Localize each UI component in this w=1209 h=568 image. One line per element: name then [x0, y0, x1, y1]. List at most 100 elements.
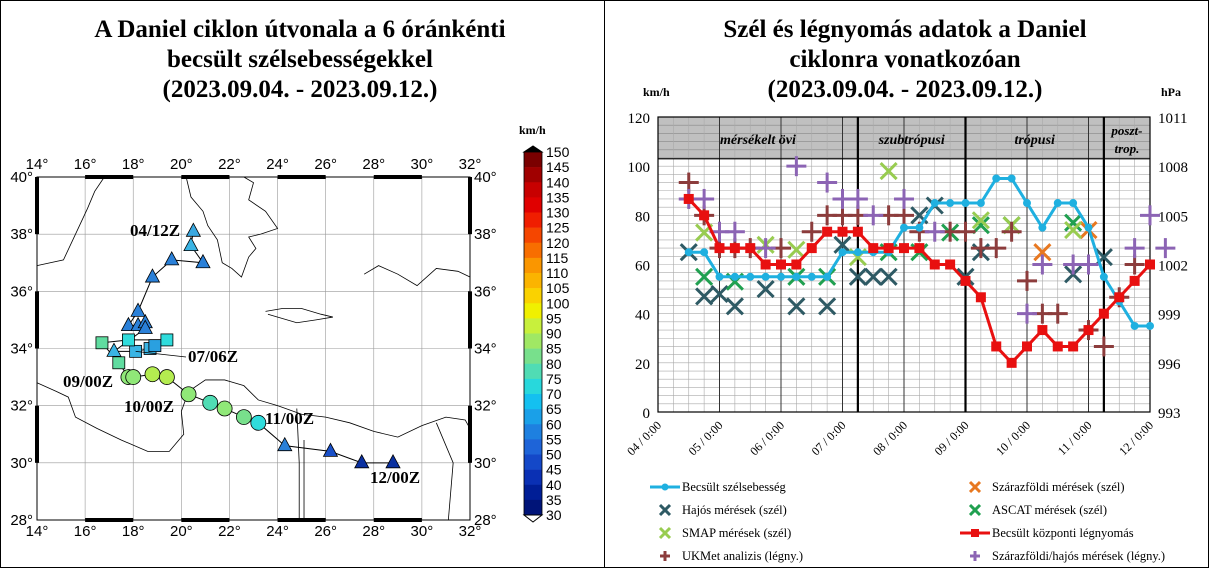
- lat-tick-label-right: 36°: [474, 283, 497, 300]
- data-point: [755, 238, 776, 259]
- data-point: [807, 272, 816, 281]
- lat-tick-label-left: 30°: [10, 455, 33, 472]
- colorbar-swatch: [524, 257, 542, 274]
- y2-tick-label: 1011: [1158, 111, 1187, 127]
- colorbar-swatch: [524, 378, 542, 395]
- data-point: [1145, 259, 1155, 270]
- data-point: [1140, 205, 1160, 226]
- x-tick-label: 09 / 0:00: [932, 418, 972, 458]
- lon-tick-label-top: 22°: [218, 156, 241, 173]
- data-point: [961, 199, 970, 208]
- chart-title-line-3: (2023.09.04. - 2023.09.12.): [767, 76, 1043, 103]
- x-tick-label: 12 / 0:00: [1116, 418, 1156, 458]
- colorbar-swatch: [524, 318, 542, 334]
- chart-title: Szél és légnyomás adatok a Daniel ciklon…: [620, 15, 1190, 105]
- x-marker-stroke: [879, 267, 898, 286]
- colorbar-swatch: [524, 424, 542, 440]
- colorbar-level-label: 85: [546, 341, 562, 357]
- y2-tick-label: 1008: [1158, 160, 1188, 176]
- lon-tick-label-bottom: 22°: [218, 523, 241, 540]
- x-marker-stroke: [910, 206, 929, 225]
- regime-label-part: poszt-: [1110, 123, 1142, 138]
- track-time-label: 09/00Z: [63, 372, 113, 391]
- x-marker-stroke: [848, 267, 867, 286]
- colorbar-swatch: [524, 197, 542, 213]
- lat-tick-label-right: 34°: [474, 341, 497, 358]
- map-title-line-2: becsült szélsebességekkel: [167, 46, 433, 73]
- data-point: [710, 284, 729, 304]
- data-point: [823, 272, 832, 281]
- track-point-triangle: [120, 316, 137, 332]
- data-point: [848, 267, 867, 286]
- data-point: [863, 205, 884, 226]
- series-2: [679, 196, 1113, 316]
- legend-item: Hajós mérések (szél): [658, 503, 787, 517]
- colorbar-swatch: [524, 227, 542, 244]
- legend-marker: [661, 483, 669, 491]
- data-point: [1084, 223, 1093, 232]
- lat-tick-label-left: 28°: [10, 512, 33, 529]
- x-marker-stroke: [725, 297, 744, 316]
- colorbar-swatch: [524, 363, 542, 380]
- y2-axis-unit: hPa: [1161, 85, 1181, 99]
- y-tick-label: 20: [635, 357, 650, 373]
- colorbar-swatch: [524, 182, 542, 198]
- colorbar-swatch: [524, 273, 542, 289]
- lon-tick-label-top: 30°: [411, 156, 434, 173]
- data-point: [714, 243, 725, 254]
- track-point-triangle: [106, 342, 122, 357]
- colorbar-level-label: 80: [546, 356, 562, 372]
- legend-label: Szárazföldi mérések (szél): [992, 480, 1125, 494]
- data-point: [818, 297, 837, 316]
- colorbar-level-label: 30: [546, 507, 562, 523]
- legend-marker: [968, 480, 982, 494]
- x-marker-stroke: [695, 267, 714, 286]
- data-point: [1017, 303, 1037, 324]
- x-marker-stroke: [1064, 221, 1083, 240]
- data-point: [879, 267, 898, 286]
- track-point-circle: [144, 366, 161, 383]
- track-point-square: [148, 339, 162, 353]
- colorbar-level-label: 60: [546, 416, 562, 432]
- legend-marker: [658, 526, 672, 540]
- data-point: [1017, 270, 1037, 291]
- data-point: [924, 221, 945, 242]
- legend-item: SMAP mérések (szél): [658, 526, 791, 540]
- track-time-label: 11/00Z: [265, 409, 314, 428]
- colorbar-level-label: 140: [546, 174, 570, 190]
- lat-tick-label-right: 30°: [474, 455, 497, 472]
- data-point: [801, 221, 822, 242]
- data-point: [1130, 321, 1139, 330]
- data-point: [976, 199, 985, 208]
- data-point: [1078, 254, 1099, 275]
- colorbar-swatch: [524, 288, 542, 304]
- coastline: [296, 408, 300, 520]
- data-point: [1052, 341, 1063, 352]
- track-map: 14° 14° 16° 16° 18° 18° 20° 20° 22° 22° 24° 24° 26° 2…: [10, 123, 570, 540]
- legend-item: Szárazföldi/hajós mérések (légny.): [970, 549, 1165, 563]
- lon-tick-label-bottom: 30°: [411, 523, 434, 540]
- legend-label: Hajós mérések (szél): [682, 503, 787, 517]
- colorbar-level-label: 115: [546, 250, 569, 266]
- track-point-circle: [250, 414, 267, 431]
- lon-tick-label-bottom: 20°: [170, 523, 193, 540]
- data-point: [792, 272, 801, 281]
- colorbar-level-label: 75: [546, 371, 562, 387]
- colorbar-unit: km/h: [519, 123, 546, 137]
- track-time-label: 10/00Z: [124, 397, 174, 416]
- colorbar-level-label: 45: [546, 462, 562, 478]
- colorbar-level-label: 90: [546, 326, 562, 342]
- x-marker-stroke: [1064, 213, 1083, 232]
- legend-marker: [971, 529, 979, 537]
- data-point: [791, 259, 802, 270]
- data-point: [1129, 275, 1140, 286]
- data-point: [760, 259, 771, 270]
- colorbar-swatch: [524, 469, 542, 486]
- data-point: [971, 211, 990, 230]
- data-point: [699, 210, 710, 221]
- colorbar-level-label: 55: [546, 431, 562, 447]
- lon-tick-label-bottom: 16°: [74, 523, 97, 540]
- data-point: [761, 272, 770, 281]
- track-point-circle: [235, 409, 252, 426]
- data-point: [1033, 243, 1052, 262]
